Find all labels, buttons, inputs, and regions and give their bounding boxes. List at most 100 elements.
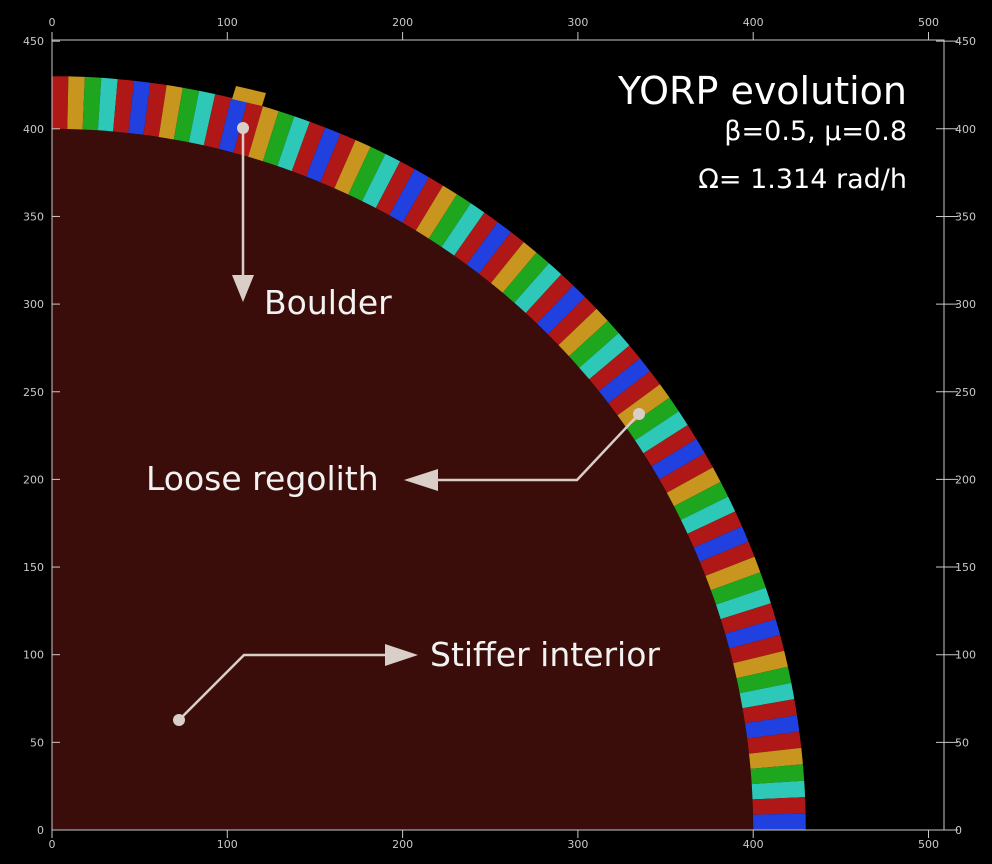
y-tick-label-right: 0 bbox=[955, 824, 962, 837]
regolith-tile bbox=[608, 371, 660, 416]
y-tick-label-left: 450 bbox=[23, 35, 44, 48]
x-tick-label-bottom: 200 bbox=[392, 838, 413, 851]
regolith-shell bbox=[52, 76, 806, 830]
regolith-tile bbox=[739, 682, 795, 709]
regolith-annotation: Loose regolith bbox=[146, 408, 645, 498]
y-tick-label-left: 150 bbox=[23, 561, 44, 574]
title-params: β=0.5, μ=0.8 bbox=[724, 116, 907, 147]
regolith-tile bbox=[375, 161, 415, 216]
y-tick-label-left: 200 bbox=[23, 473, 44, 486]
regolith-tile bbox=[502, 252, 549, 303]
regolith-tile bbox=[441, 203, 485, 256]
regolith-tile bbox=[173, 87, 200, 143]
regolith-tile bbox=[720, 603, 776, 634]
regolith-tile bbox=[362, 153, 401, 208]
regolith-tile bbox=[525, 274, 574, 324]
y-tick-label-right: 250 bbox=[955, 386, 976, 399]
regolith-tile bbox=[52, 76, 69, 129]
regolith-tile bbox=[745, 715, 800, 739]
x-tick-label-top: 400 bbox=[743, 16, 764, 29]
regolith-tile bbox=[589, 345, 640, 392]
regolith-tile bbox=[752, 797, 806, 815]
regolith-tile bbox=[666, 467, 721, 507]
regolith-tile bbox=[733, 650, 788, 679]
y-tick-label-left: 400 bbox=[23, 123, 44, 136]
regolith-tile bbox=[651, 439, 705, 480]
y-tick-label-right: 100 bbox=[955, 649, 976, 662]
regolith-tile bbox=[158, 85, 183, 140]
regolith-tile bbox=[569, 320, 619, 368]
regolith-tile bbox=[514, 263, 562, 313]
regolith-tile bbox=[736, 666, 792, 694]
boulder-marker bbox=[237, 122, 249, 134]
regolith-tile bbox=[579, 333, 630, 380]
boulder-label: Boulder bbox=[264, 283, 392, 322]
regolith-tile bbox=[188, 90, 216, 146]
regolith-tile bbox=[203, 94, 232, 149]
x-tick-label-bottom: 300 bbox=[567, 838, 588, 851]
regolith-tile bbox=[82, 76, 102, 131]
regolith-tile bbox=[306, 127, 341, 183]
y-tick-label-right: 50 bbox=[955, 736, 969, 749]
regolith-tile bbox=[747, 731, 802, 754]
stiffer-interior-region bbox=[52, 128, 754, 831]
y-tick-label-right: 400 bbox=[955, 123, 976, 136]
x-tick-label-top: 200 bbox=[392, 16, 413, 29]
regolith-tile bbox=[402, 177, 443, 231]
y-tick-label-right: 450 bbox=[955, 35, 976, 48]
y-tick-label-left: 0 bbox=[37, 824, 44, 837]
boulder-annotation: Boulder bbox=[232, 122, 392, 322]
y-tick-label-right: 300 bbox=[955, 298, 976, 311]
regolith-tile bbox=[348, 146, 386, 202]
y-tick-label-left: 250 bbox=[23, 386, 44, 399]
regolith-tile bbox=[716, 587, 771, 620]
regolith-tile bbox=[693, 526, 749, 562]
y-tick-label-right: 350 bbox=[955, 210, 976, 223]
regolith-tile bbox=[643, 425, 697, 467]
x-tick-label-top: 100 bbox=[217, 16, 238, 29]
regolith-tile bbox=[143, 82, 167, 137]
regolith-tile bbox=[687, 511, 742, 548]
regolith-tile bbox=[626, 397, 679, 441]
regolith-tile bbox=[67, 76, 85, 130]
regolith-marker bbox=[633, 408, 645, 420]
boulder-arrowhead bbox=[232, 275, 254, 302]
regolith-tile bbox=[113, 79, 135, 133]
x-tick-label-top: 0 bbox=[49, 16, 56, 29]
regolith-tile bbox=[749, 747, 803, 769]
regolith-tile bbox=[659, 453, 713, 493]
regolith-tile bbox=[334, 140, 371, 195]
regolith-tile bbox=[466, 222, 511, 274]
regolith-tile bbox=[753, 813, 806, 830]
y-tick-label-left: 350 bbox=[23, 210, 44, 223]
regolith-tile bbox=[389, 169, 429, 223]
regolith-tile bbox=[218, 97, 248, 153]
title-main: YORP evolution bbox=[617, 69, 907, 113]
regolith-tile bbox=[320, 133, 356, 189]
regolith-tile bbox=[617, 384, 670, 428]
regolith-tile bbox=[97, 77, 118, 132]
regolith-tile bbox=[128, 80, 151, 135]
regolith-label: Loose regolith bbox=[146, 459, 379, 498]
regolith-tile bbox=[415, 185, 457, 239]
interior-arrowhead bbox=[385, 644, 418, 666]
regolith-tile bbox=[536, 285, 585, 335]
regolith-tile bbox=[558, 308, 608, 357]
regolith-tile bbox=[598, 358, 650, 404]
y-tick-label-left: 100 bbox=[23, 649, 44, 662]
regolith-tile bbox=[751, 780, 806, 800]
regolith-tile bbox=[454, 212, 498, 265]
x-tick-label-top: 300 bbox=[567, 16, 588, 29]
regolith-tile bbox=[291, 121, 326, 177]
regolith-tile bbox=[490, 242, 537, 293]
y-tick-label-right: 150 bbox=[955, 561, 976, 574]
regolith-tile bbox=[478, 232, 524, 284]
regolith-tile bbox=[674, 481, 729, 520]
regolith-tile bbox=[547, 297, 597, 346]
regolith-tile bbox=[635, 411, 688, 454]
boulder-block bbox=[232, 86, 266, 106]
regolith-tile bbox=[277, 116, 310, 172]
x-tick-label-bottom: 400 bbox=[743, 838, 764, 851]
regolith-tile bbox=[262, 111, 295, 166]
